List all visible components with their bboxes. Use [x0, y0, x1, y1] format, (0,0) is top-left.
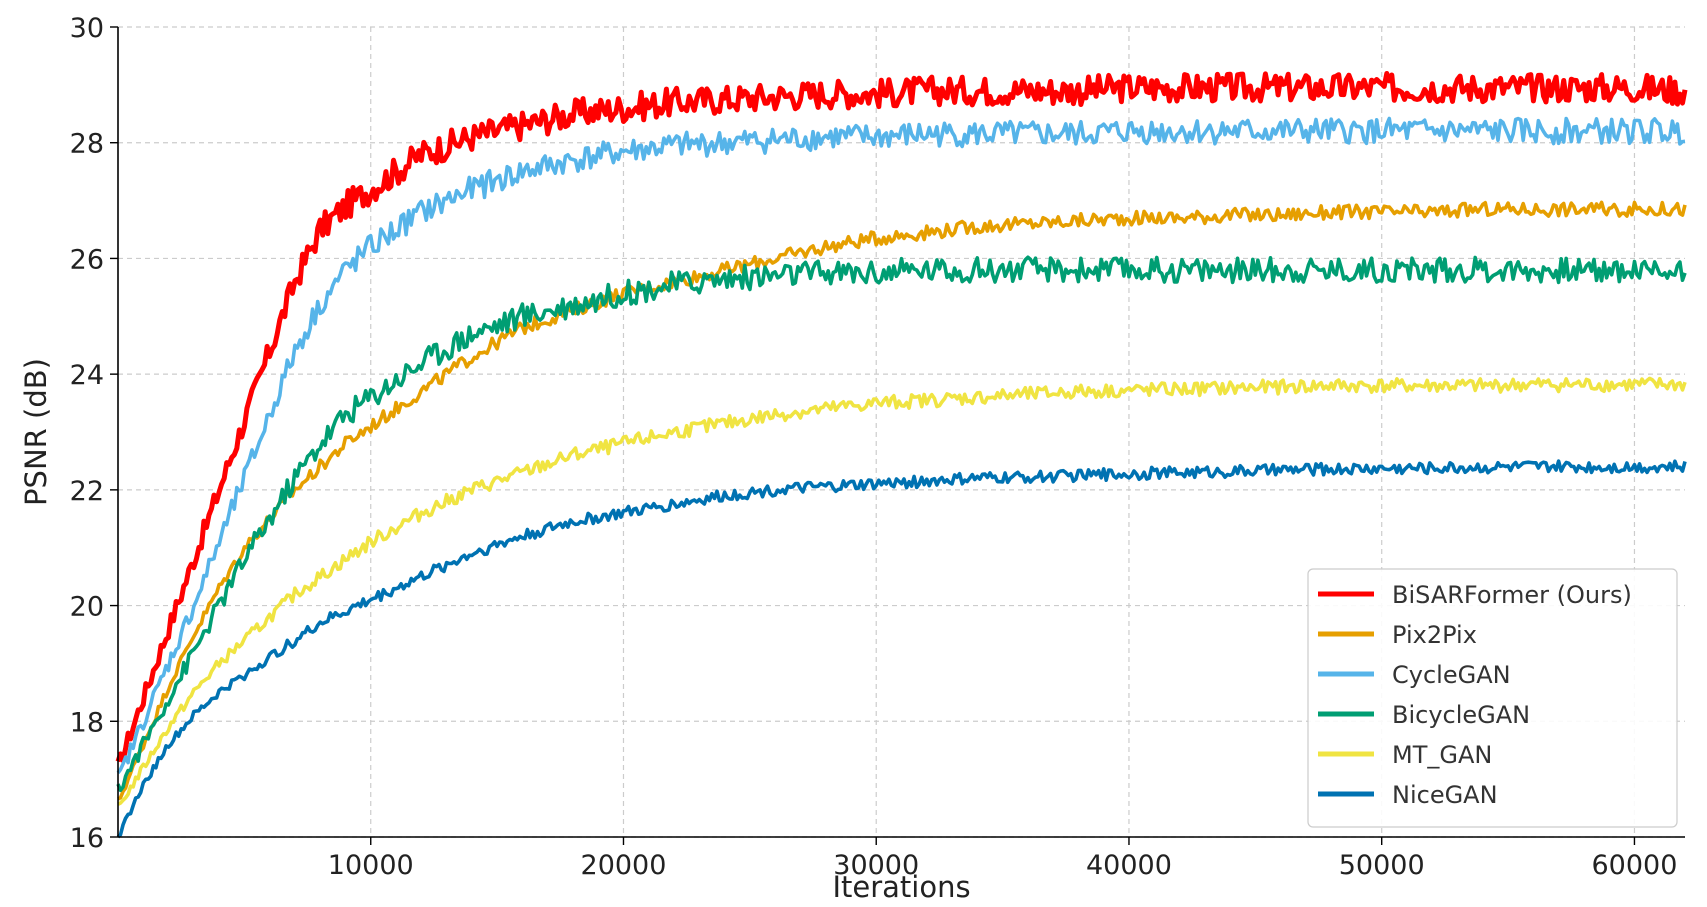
legend-label: BiSARFormer (Ours)	[1392, 581, 1632, 609]
series-line-1	[117, 200, 1687, 801]
legend: BiSARFormer (Ours) Pix2Pix CycleGAN Bicycle…	[1307, 568, 1678, 828]
y-tick-label: 16	[70, 823, 104, 854]
series-line-3	[116, 255, 1687, 793]
legend-label: NiceGAN	[1392, 781, 1498, 809]
legend-label: CycleGAN	[1392, 661, 1511, 689]
grid-lines	[118, 26, 1685, 838]
x-tick-label: 20000	[581, 850, 667, 881]
y-tick-label: 28	[70, 129, 104, 160]
x-tick-label: 50000	[1339, 850, 1425, 881]
x-tick-label: 10000	[328, 850, 414, 881]
series-lines	[115, 71, 1688, 839]
legend-label: Pix2Pix	[1392, 621, 1477, 649]
x-tick-label: 60000	[1591, 850, 1677, 881]
tick-labels: 10000 20000 30000 40000 50000 60000 16 18 20 22 24…	[70, 13, 1678, 881]
legend-box	[1307, 568, 1678, 828]
axes	[110, 26, 1685, 845]
series-line-2	[116, 116, 1686, 774]
legend-label: MT_GAN	[1392, 741, 1492, 769]
x-tick-label: 30000	[833, 850, 919, 881]
y-axis-label: PSNR (dB)	[19, 358, 53, 506]
y-tick-label: 18	[70, 707, 104, 738]
x-axis-label: Iterations	[832, 870, 970, 904]
y-tick-label: 24	[70, 360, 104, 391]
series-line-5	[116, 459, 1687, 839]
x-tick-label: 40000	[1086, 850, 1172, 881]
y-tick-label: 26	[70, 244, 104, 275]
y-tick-label: 20	[70, 592, 104, 623]
series-line-4	[117, 376, 1687, 806]
y-tick-label: 30	[70, 13, 104, 44]
series-line-0	[115, 71, 1688, 764]
legend-label: BicycleGAN	[1392, 701, 1530, 729]
y-tick-label: 22	[70, 476, 104, 507]
